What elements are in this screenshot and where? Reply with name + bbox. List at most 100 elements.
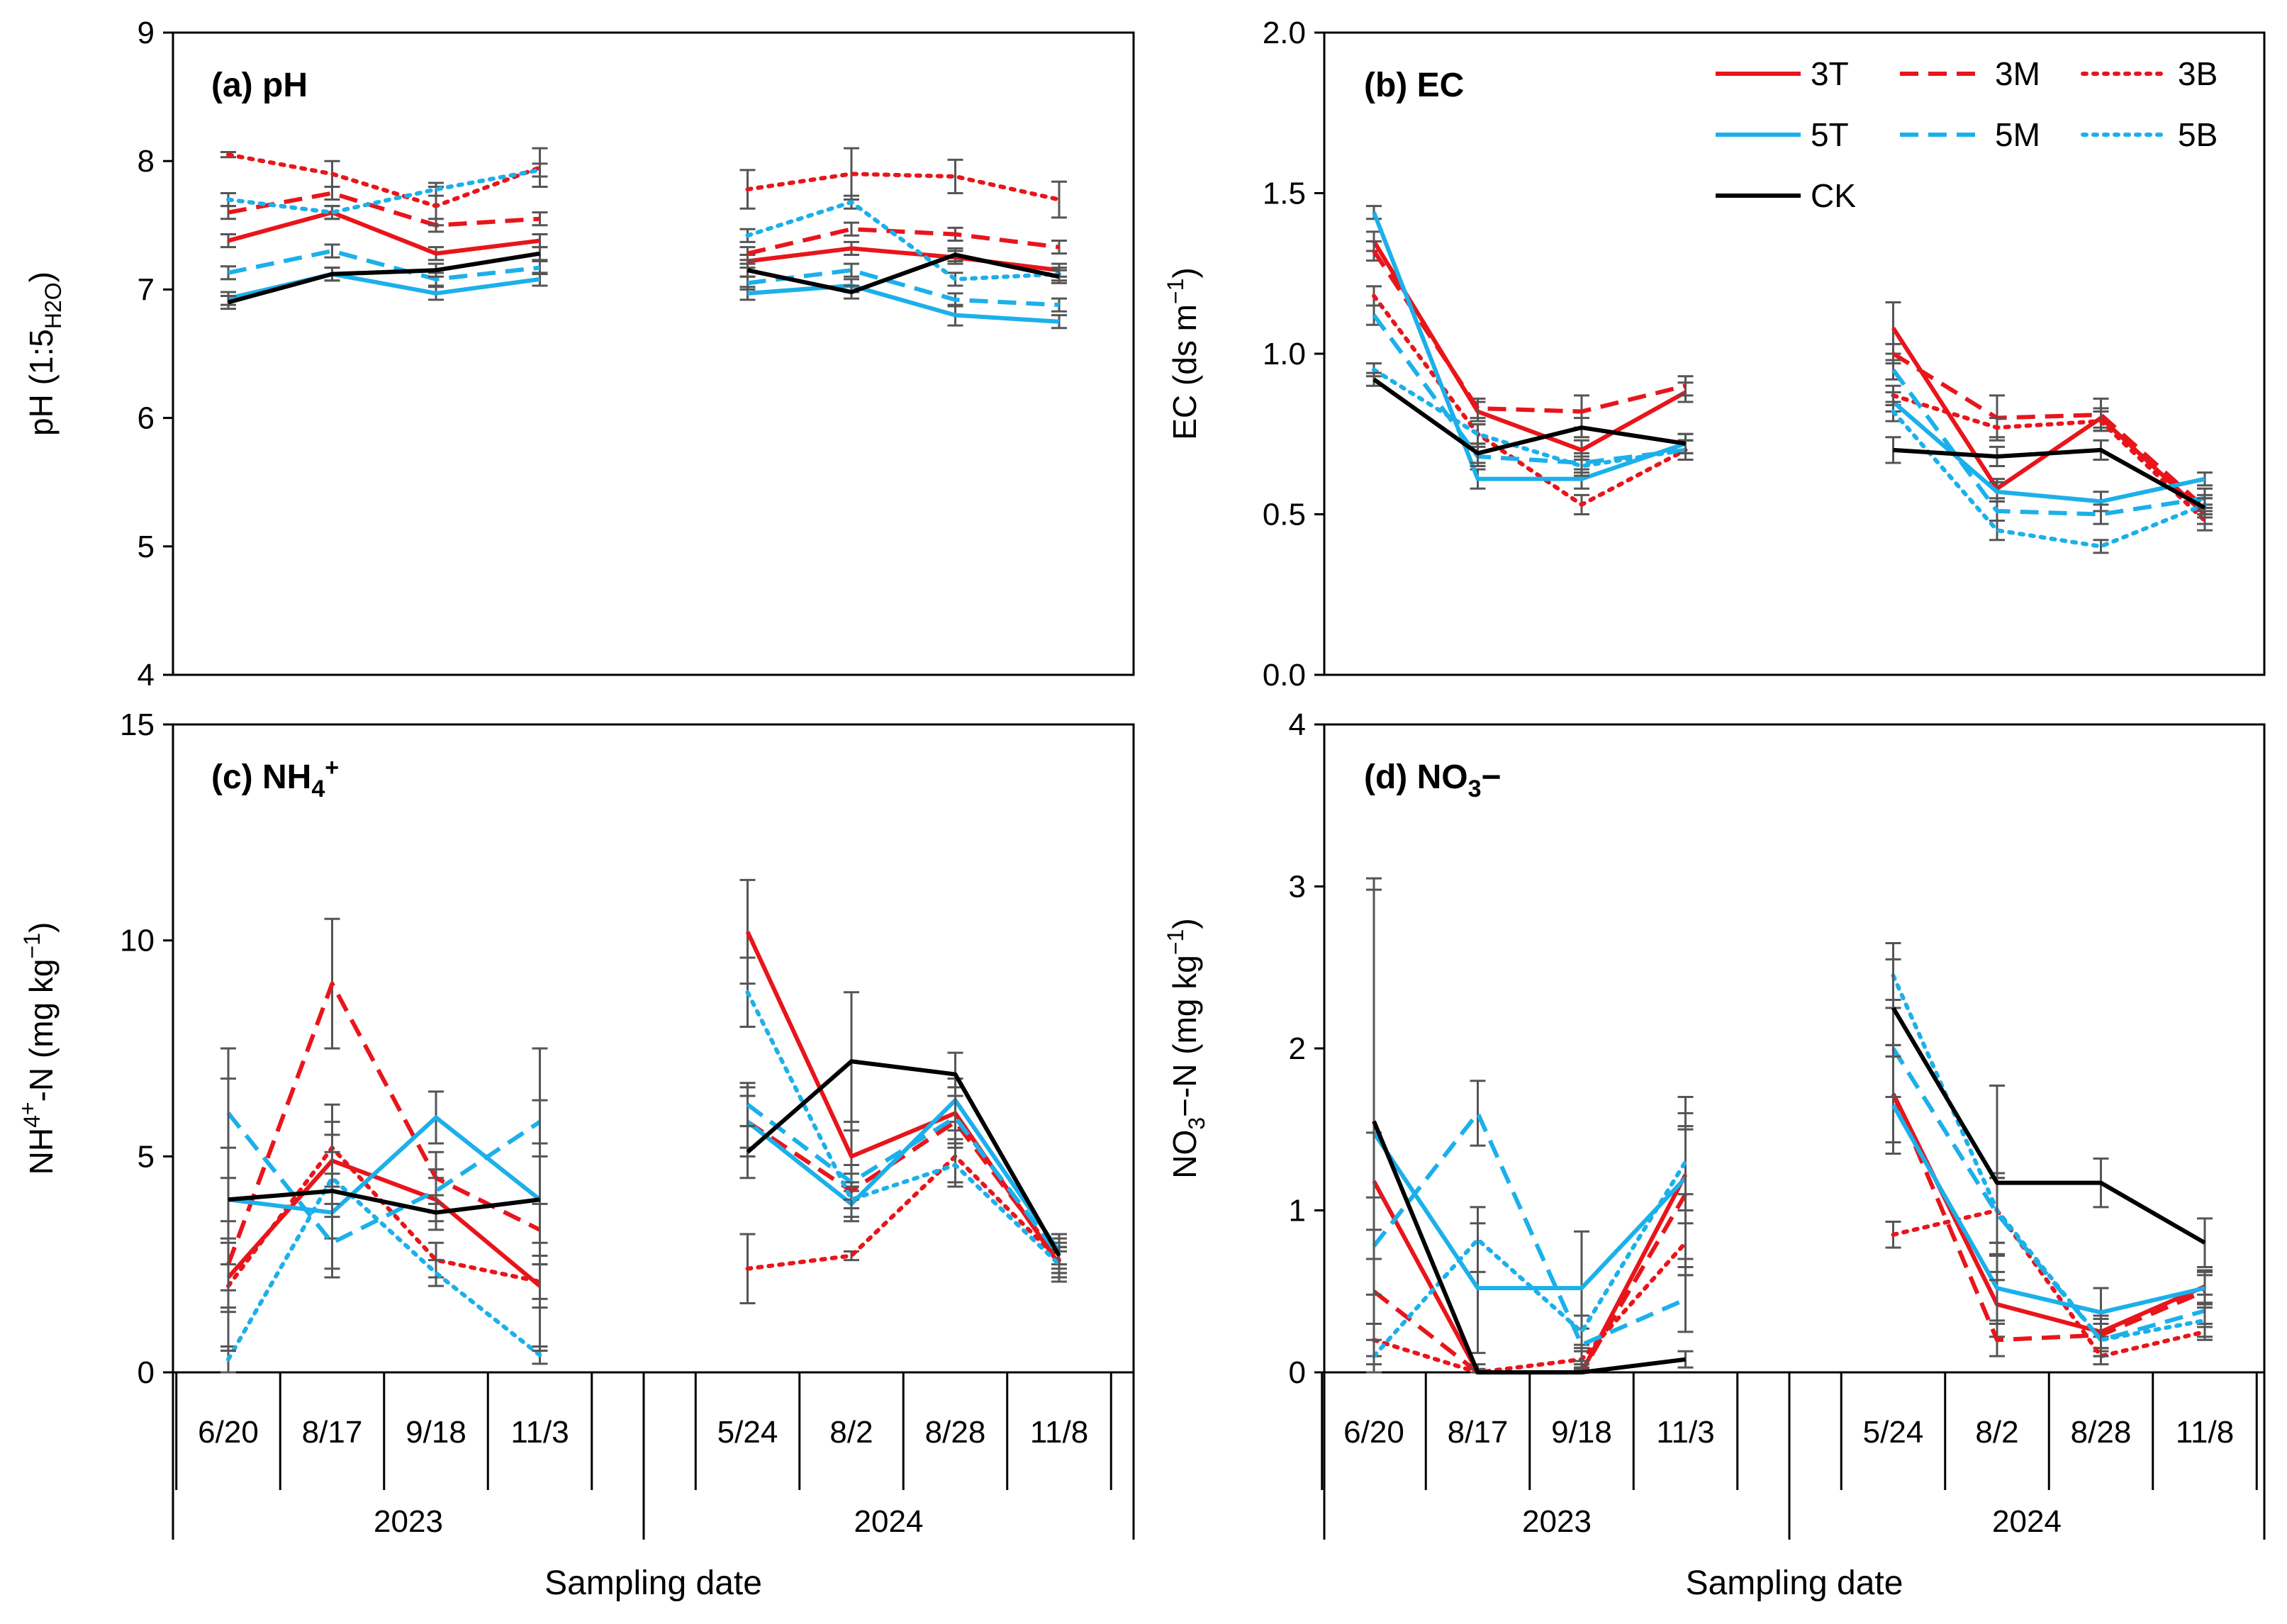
panel-d-frame: [1323, 723, 2266, 1374]
series-line-5B: [226, 167, 542, 215]
y-tick-label: 0.5: [1263, 498, 1306, 532]
series-line-3M: [747, 227, 1060, 256]
y-tick-label: 15: [120, 707, 155, 742]
legend-label: 5T: [1811, 116, 1849, 153]
series-line-CK: [228, 251, 540, 305]
y-tick-label: 5: [138, 530, 155, 564]
panel-c-title: (c) NH4+: [211, 754, 339, 802]
panel-b: (b) EC EC (ds m−1) 0.00.51.01.52.0 3T 3M 3…: [1163, 16, 2266, 693]
series-line-3B: [226, 152, 542, 208]
series-line-5B: [1372, 1159, 1688, 1359]
series-line-CK: [1372, 377, 1686, 456]
series-3T: [220, 878, 1067, 1314]
legend-label: 3M: [1995, 55, 2040, 92]
x-year-label: 2023: [1522, 1504, 1592, 1539]
series-line-5M: [228, 249, 540, 281]
series-3T: [220, 205, 1067, 278]
error-bar: [324, 243, 340, 259]
x-date-label: 8/2: [829, 1415, 873, 1450]
series-line-CK: [228, 1189, 540, 1215]
series-line-3T: [1891, 327, 2207, 516]
x-date-label: 8/28: [2071, 1415, 2132, 1450]
legend-label: CK: [1811, 177, 1856, 214]
series-line-5M: [1372, 1111, 1687, 1348]
legend-item-5M: 5M: [1900, 116, 2040, 153]
panel-b-title: (b) EC: [1364, 67, 1464, 104]
legend-item-CK: CK: [1716, 177, 1856, 214]
x-axis-left: 6/20 8/17 9/18 11/3 5/24 8/2 8/28 11/8 2023 2024 S…: [172, 1372, 1135, 1602]
series-line-5M: [747, 268, 1060, 308]
series-5B: [220, 162, 1067, 287]
series-line-3B: [1891, 393, 2207, 523]
series-line-3M: [1891, 352, 2207, 510]
series-3M: [1366, 240, 2213, 519]
series-line-3M: [746, 1119, 1061, 1262]
series-5B: [1366, 362, 2213, 554]
series-line-5M: [1891, 1047, 2205, 1343]
y-tick-label: 8: [138, 144, 155, 179]
panel-c-frame: [172, 723, 1135, 1374]
legend-item-3B: 3B: [2081, 55, 2218, 92]
x-date-label: 9/18: [1551, 1415, 1612, 1450]
legend-label: 5B: [2178, 116, 2218, 153]
error-bar: [1574, 455, 1589, 477]
x-axis-title: Sampling date: [1686, 1564, 1903, 1602]
series-3B: [220, 147, 1067, 227]
error-bar: [844, 262, 859, 278]
series-CK: [220, 991, 1067, 1353]
panel-d-title: (d) NO3−: [1364, 758, 1502, 802]
panel-d-ylabel: NO3−-N (mg kg−1): [1163, 918, 1209, 1178]
y-tick-label: 10: [120, 924, 155, 958]
x-date-label: 9/18: [406, 1415, 466, 1450]
panel-c-yticks: 0 5 10 15: [120, 707, 173, 1390]
x-date-label: 8/17: [1448, 1415, 1509, 1450]
y-tick-label: 4: [138, 658, 155, 693]
legend: 3T 3M 3B 5T 5M 5B CK: [1716, 55, 2218, 214]
legend-label: 5M: [1995, 116, 2040, 153]
series-CK: [1366, 877, 2213, 1374]
y-tick-label: 2.0: [1263, 16, 1306, 50]
series-line-5T: [1891, 1104, 2205, 1315]
legend-item-3M: 3M: [1900, 55, 2040, 92]
series-line-5T: [1891, 400, 2205, 504]
series-line-3B: [1372, 1241, 1688, 1374]
series-line-3B: [1372, 293, 1688, 507]
series-line-5M: [746, 1102, 1061, 1258]
series-line-CK: [747, 252, 1060, 295]
series-5M: [220, 243, 1067, 313]
series-line-CK: [1372, 1120, 1686, 1374]
error-bar: [947, 158, 963, 194]
series-line-5B: [745, 990, 1061, 1267]
series-line-3B: [745, 1154, 1061, 1271]
y-tick-label: 5: [138, 1139, 155, 1174]
series-line-5M: [226, 1111, 542, 1245]
x-date-label: 11/3: [510, 1415, 569, 1450]
y-tick-label: 2: [1289, 1031, 1306, 1066]
y-tick-label: 7: [138, 272, 155, 307]
y-tick-label: 3: [1289, 870, 1306, 905]
panel-b-yticks: 0.0 0.5 1.0 1.5 2.0: [1263, 16, 1324, 693]
error-bar: [2197, 1303, 2213, 1338]
y-tick-label: 1.5: [1263, 177, 1306, 211]
legend-item-3T: 3T: [1716, 55, 1849, 92]
error-bar: [2093, 539, 2109, 554]
panel-d: (d) NO3− NO3−-N (mg kg−1) 0 1 2 3 4: [1163, 707, 2266, 1390]
series-3T: [1366, 1043, 2213, 1374]
y-tick-label: 1: [1289, 1194, 1306, 1228]
error-bar: [1470, 1080, 1486, 1147]
x-year-label: 2024: [854, 1504, 924, 1539]
series-3M: [220, 185, 1067, 262]
series-5B: [220, 956, 1067, 1374]
panel-a: (a) pH pH (1:5H2O) 4 5 6 7 8 9: [23, 16, 1135, 693]
series-5T: [1366, 888, 2213, 1374]
error-bar: [1470, 1206, 1486, 1273]
series-line-3M: [1372, 250, 1687, 414]
legend-item-5B: 5B: [2081, 116, 2218, 153]
series-line-3M: [1891, 1092, 2206, 1343]
series-line-CK: [1893, 447, 2206, 510]
series-line-5B: [1891, 409, 2207, 549]
x-date-label: 6/20: [198, 1415, 259, 1450]
series-line-5T: [747, 283, 1060, 324]
panel-a-frame: [172, 31, 1135, 676]
series-3B: [220, 1121, 1067, 1309]
